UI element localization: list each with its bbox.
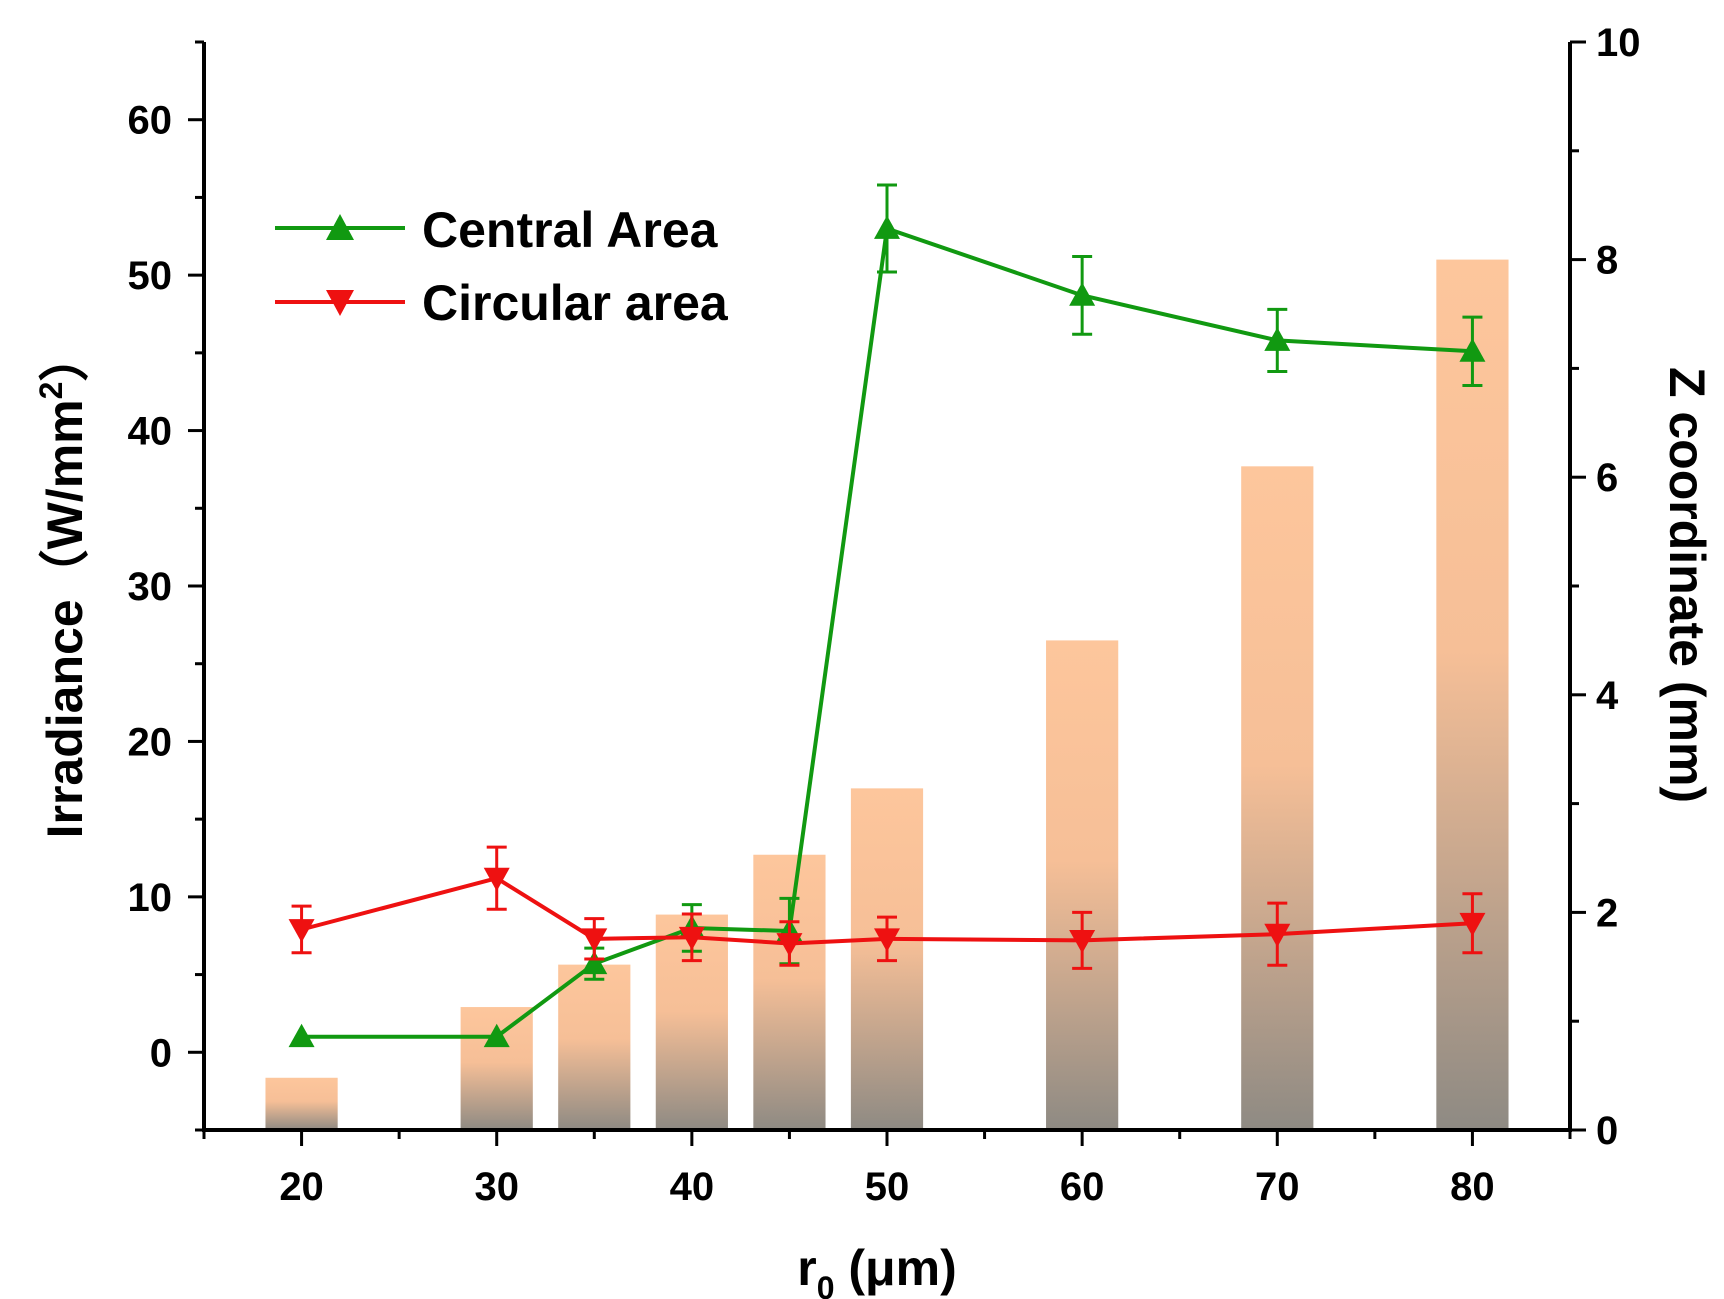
data-point-circular-area-x35 bbox=[581, 928, 608, 952]
bar-x60 bbox=[1046, 640, 1119, 1130]
y-left-tick-label-60: 60 bbox=[128, 99, 173, 143]
y-right-tick-label-6: 6 bbox=[1596, 456, 1618, 500]
x-axis-title-rest: (μm) bbox=[835, 1240, 957, 1296]
bar-x70 bbox=[1241, 466, 1314, 1130]
x-axis-title-main: r bbox=[797, 1240, 816, 1296]
bar-x80 bbox=[1436, 259, 1509, 1131]
bar-x20 bbox=[265, 1077, 338, 1130]
data-point-central-area-x30 bbox=[483, 1023, 510, 1048]
y-left-tick-label-50: 50 bbox=[128, 254, 173, 298]
data-point-circular-area-x30 bbox=[483, 867, 510, 892]
bar-x45 bbox=[753, 854, 826, 1130]
x-tick-label-70: 70 bbox=[1255, 1165, 1300, 1209]
y-left-tick-label-40: 40 bbox=[128, 410, 173, 454]
y-left-tick-label-30: 30 bbox=[128, 565, 173, 609]
y-right-tick-label-4: 4 bbox=[1596, 674, 1619, 718]
y-right-tick-label-0: 0 bbox=[1596, 1109, 1618, 1153]
x-axis-title: r0 (μm) bbox=[797, 1240, 957, 1299]
data-point-circular-area-x50 bbox=[874, 928, 900, 952]
data-point-central-area-x70 bbox=[1264, 327, 1291, 351]
legend-label-circular-area: Circular area bbox=[422, 275, 729, 331]
x-tick-label-80: 80 bbox=[1450, 1165, 1495, 1209]
y-axis-left-title-main: Irradiance（W/mm bbox=[37, 399, 93, 838]
y-right-tick-label-2: 2 bbox=[1596, 891, 1618, 935]
axis-titles: r0 (μm) Irradiance（W/mm2） Z coordinate (… bbox=[33, 332, 1715, 1299]
y-axis-left-title: Irradiance（W/mm2） bbox=[33, 332, 93, 839]
data-point-circular-area-x40 bbox=[678, 926, 705, 951]
y-right-tick-label-8: 8 bbox=[1596, 239, 1618, 283]
legend: Central Area Circular area bbox=[275, 202, 729, 331]
y-axis-left-title-end: ） bbox=[37, 332, 93, 382]
series-circular-area bbox=[288, 845, 1486, 970]
data-point-central-area-x50 bbox=[874, 215, 900, 239]
x-tick-label-20: 20 bbox=[279, 1165, 324, 1209]
data-point-central-area-x35 bbox=[581, 950, 608, 975]
ticks-layer: 20 30 40 50 60 70 80 0 10 20 30 40 50 60 0 2 4 6 8 10 bbox=[128, 21, 1641, 1209]
data-point-circular-area-x60 bbox=[1069, 929, 1096, 954]
data-point-circular-area-x80 bbox=[1459, 912, 1486, 937]
y-axis-left-title-superscript: 2 bbox=[33, 382, 69, 400]
legend-marker-central-area bbox=[326, 214, 354, 240]
bar-x35 bbox=[558, 964, 631, 1130]
x-tick-label-30: 30 bbox=[474, 1165, 519, 1209]
legend-item-central-area: Central Area bbox=[275, 202, 719, 258]
legend-item-circular-area: Circular area bbox=[275, 275, 729, 331]
data-point-central-area-x80 bbox=[1459, 338, 1486, 362]
y-left-tick-label-0: 0 bbox=[150, 1031, 172, 1075]
x-axis-title-subscript: 0 bbox=[817, 1270, 835, 1299]
data-point-circular-area-x45 bbox=[776, 933, 803, 957]
series-layer bbox=[288, 183, 1486, 1048]
x-tick-label-60: 60 bbox=[1060, 1165, 1105, 1209]
legend-marker-circular-area bbox=[326, 290, 354, 316]
x-tick-label-50: 50 bbox=[865, 1165, 910, 1209]
data-point-central-area-x20 bbox=[288, 1023, 315, 1048]
y-right-tick-label-10: 10 bbox=[1596, 21, 1641, 65]
bars-layer bbox=[265, 259, 1509, 1131]
data-point-circular-area-x20 bbox=[288, 919, 315, 943]
data-point-circular-area-x70 bbox=[1264, 923, 1291, 948]
x-tick-label-40: 40 bbox=[670, 1165, 715, 1209]
y-axis-right-title: Z coordinate (mm) bbox=[1659, 367, 1715, 803]
data-point-central-area-x60 bbox=[1069, 282, 1096, 306]
legend-label-central-area: Central Area bbox=[422, 202, 719, 258]
y-left-tick-label-10: 10 bbox=[128, 876, 173, 920]
y-left-tick-label-20: 20 bbox=[128, 720, 173, 764]
